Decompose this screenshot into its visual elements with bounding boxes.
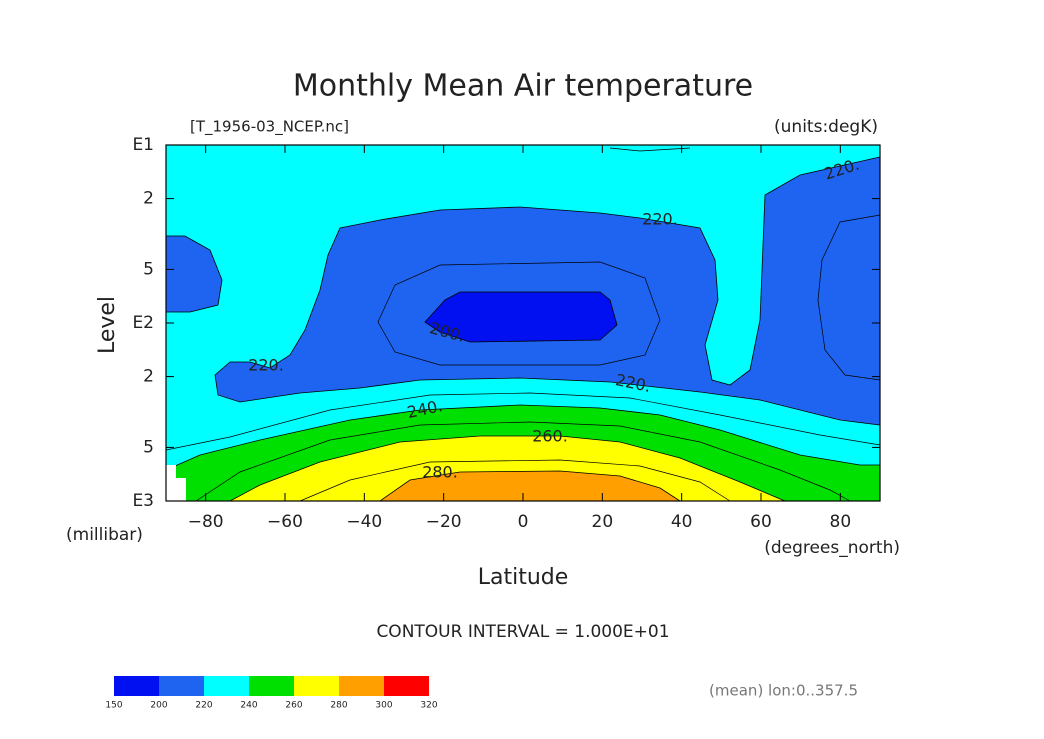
contour-line	[165, 392, 881, 451]
x-tick-label: 60	[750, 512, 772, 532]
contour-label: 260.	[532, 427, 568, 446]
colorbar-segment	[249, 676, 294, 696]
colorbar-label: 300	[375, 701, 392, 711]
colorbar-label: 200	[150, 701, 167, 711]
colorbar-segment	[339, 676, 384, 696]
subtitle: [T_1956-03_NCEP.nc]	[190, 118, 349, 137]
colorbar-segment	[204, 676, 249, 696]
contour-line	[299, 459, 731, 502]
contour-line	[609, 147, 691, 152]
x-tick-label: 20	[592, 512, 614, 532]
x-tick-label: −60	[267, 512, 303, 532]
y-tick-label: 2	[143, 189, 154, 209]
contour-interval: CONTOUR INTERVAL = 1.000E+01	[376, 622, 669, 642]
units: (units:degK)	[774, 117, 878, 137]
y-tick-label: 5	[143, 437, 154, 457]
fill-below-200	[424, 291, 618, 343]
x-axis-unit: (degrees_north)	[764, 538, 900, 558]
colorbar-label: 220	[195, 701, 212, 711]
note: (mean) lon:0..357.5	[709, 682, 858, 700]
fill-280-300	[378, 470, 682, 502]
missing-area	[166, 465, 186, 501]
colorbar-label: 280	[330, 701, 347, 711]
contour-label: 280.	[422, 463, 458, 482]
colorbar-segment	[384, 676, 429, 696]
fill-200-220	[214, 156, 881, 426]
y-tick-label: E3	[132, 491, 154, 511]
x-tick-label: −40	[346, 512, 382, 532]
contour-line	[377, 261, 661, 366]
fill-200-220	[165, 235, 223, 313]
contour-line	[195, 421, 851, 502]
colorbar-label: 260	[285, 701, 302, 711]
y-tick-label: E1	[132, 135, 154, 155]
contour-line	[817, 214, 881, 381]
x-tick-label: −80	[188, 512, 224, 532]
colorbar-segment	[294, 676, 339, 696]
y-axis-label: Level	[95, 296, 120, 354]
y-tick-label: 2	[143, 367, 154, 387]
x-axis-label: Latitude	[478, 565, 569, 590]
colorbar-segment	[114, 676, 159, 696]
colorbar-segment	[159, 676, 204, 696]
y-tick-label: E2	[132, 313, 154, 333]
x-tick-label: 80	[830, 512, 852, 532]
colorbar-label: 150	[105, 701, 122, 711]
chart-title: Monthly Mean Air temperature	[293, 69, 753, 104]
x-tick-label: 40	[671, 512, 693, 532]
contour-label: 220.	[642, 210, 678, 229]
contour-label: 220.	[248, 356, 284, 375]
colorbar-label: 320	[420, 701, 437, 711]
x-tick-label: −20	[426, 512, 462, 532]
colorbar-label: 240	[240, 701, 257, 711]
y-tick-label: 5	[143, 259, 154, 279]
x-tick-label: 0	[518, 512, 529, 532]
contour-fills	[165, 145, 881, 502]
y-axis-unit: (millibar)	[66, 525, 143, 545]
